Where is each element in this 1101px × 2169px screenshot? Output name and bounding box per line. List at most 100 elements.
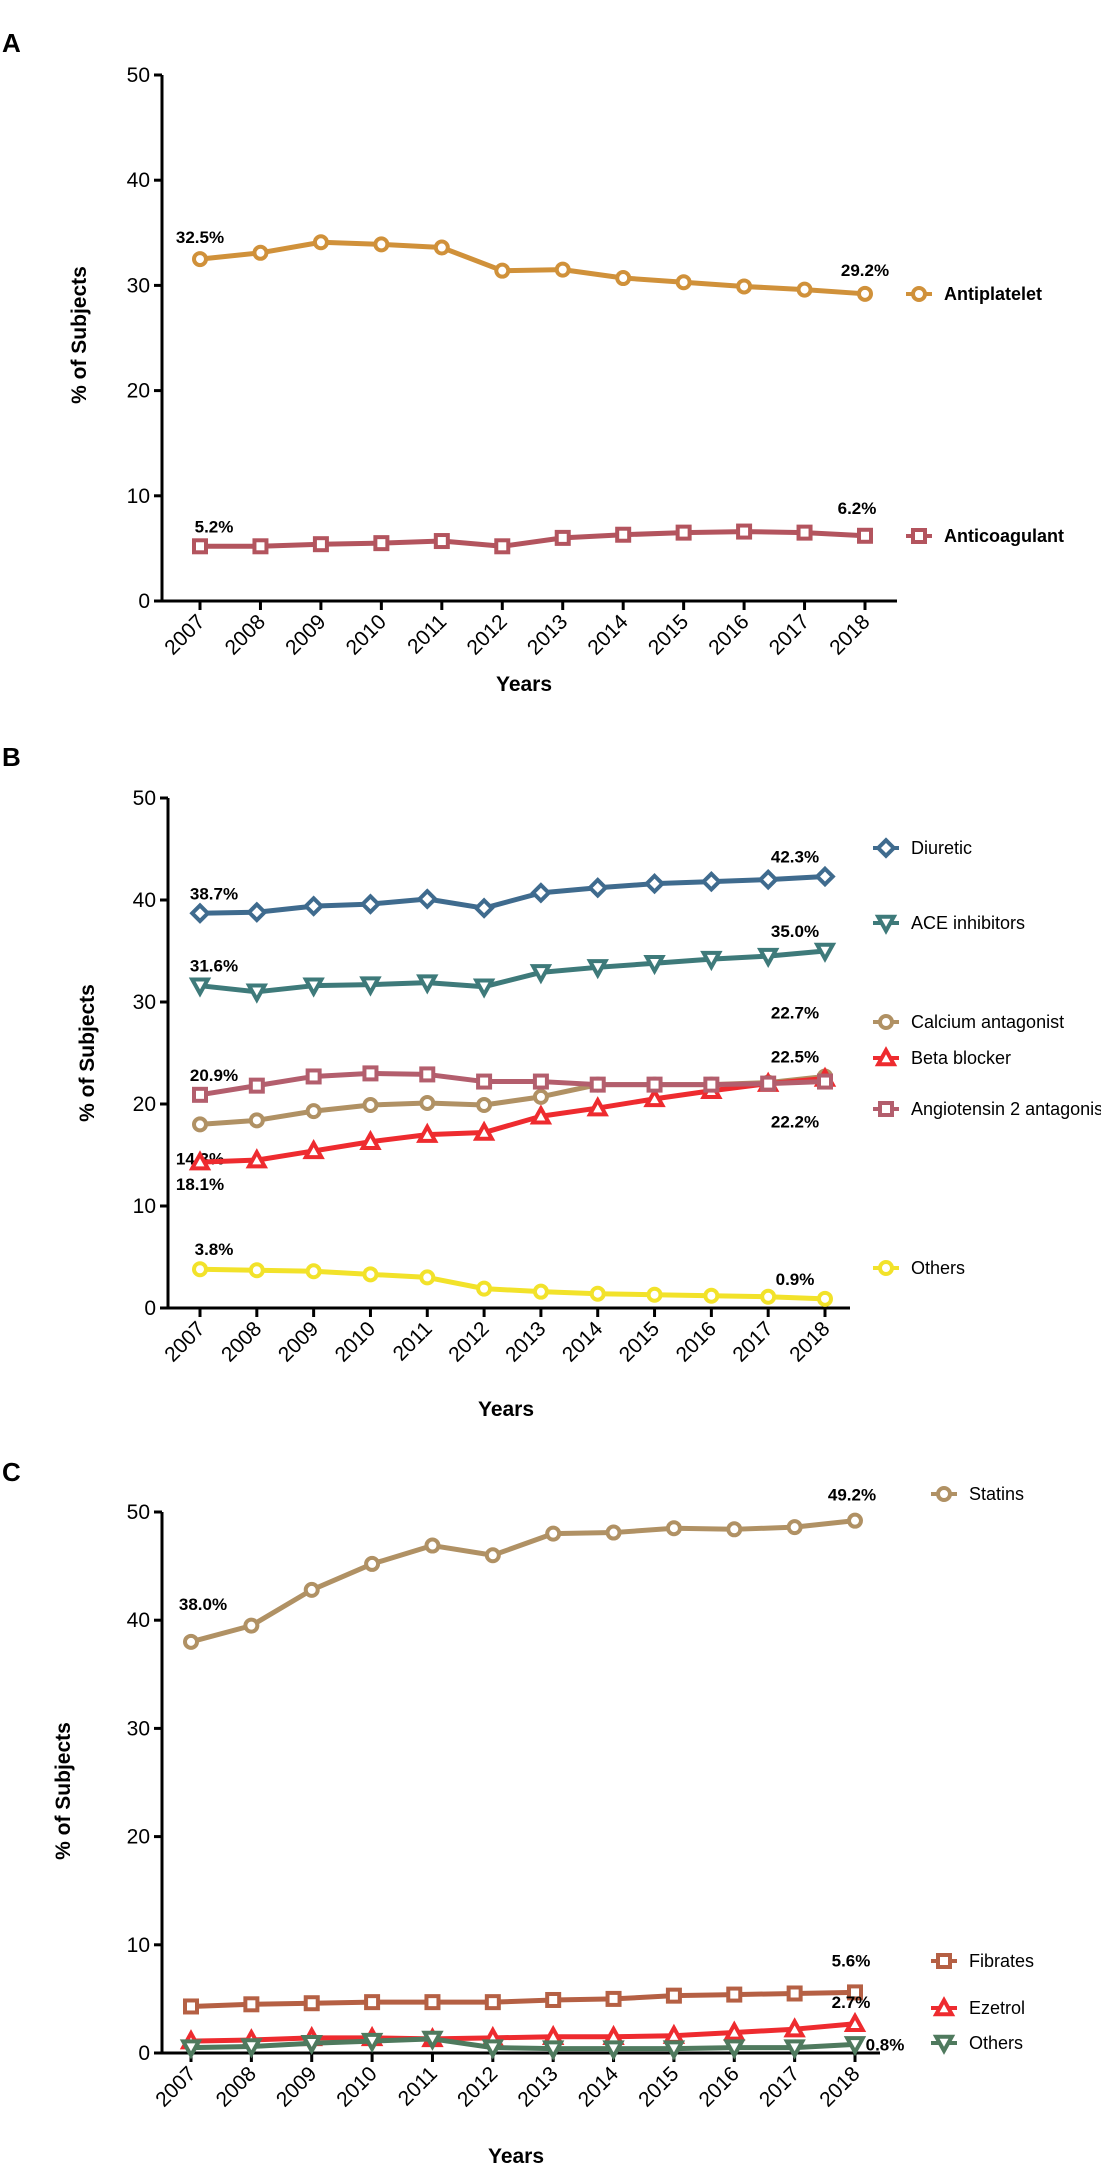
series-fibrates: 5.6%	[183, 1951, 870, 2015]
x-tick-label: 2018	[785, 1317, 834, 1366]
data-point	[312, 536, 329, 553]
data-point	[494, 262, 511, 279]
data-point	[484, 1547, 501, 1564]
data-point	[532, 1088, 549, 1105]
data-point	[364, 1555, 381, 1572]
x-tick-label: 2013	[523, 610, 572, 659]
legend-item: Ezetrol	[931, 1996, 1025, 2018]
data-point	[643, 873, 666, 895]
data-point	[252, 538, 269, 555]
data-point	[646, 1076, 663, 1093]
data-point	[589, 1285, 606, 1302]
data-label: 0.9%	[776, 1270, 815, 1289]
series-ace-inhibitors: 31.6% 35.0%	[188, 922, 837, 1004]
data-point	[675, 274, 692, 291]
data-point	[416, 888, 438, 910]
data-label: 29.2%	[841, 261, 889, 280]
legend-item: Others	[873, 1258, 965, 1278]
data-point	[192, 1086, 208, 1103]
legend-label: Statins	[969, 1484, 1024, 1504]
data-point	[183, 1998, 199, 2015]
data-point	[545, 1991, 562, 2008]
data-point	[783, 2039, 806, 2060]
data-point	[476, 1073, 493, 1090]
series-others: 3.8% 0.9%	[192, 1240, 833, 1307]
data-point	[179, 2039, 203, 2060]
y-tick-label: 0	[144, 1297, 156, 1320]
data-point	[188, 1150, 212, 1171]
legend-label: Others	[911, 1258, 965, 1278]
data-point	[360, 2032, 384, 2054]
data-point	[760, 1288, 777, 1305]
data-point	[419, 1269, 436, 1286]
data-point	[424, 1994, 441, 2011]
data-label: 35.0%	[771, 922, 819, 941]
data-point	[703, 1287, 720, 1304]
x-tick-label: 2015	[634, 2062, 683, 2111]
x-axis-title: Years	[488, 2145, 544, 2168]
data-label: 3.8%	[195, 1240, 234, 1259]
data-point	[662, 2040, 686, 2061]
data-point	[473, 897, 495, 919]
data-point	[736, 523, 753, 540]
data-point	[481, 2039, 505, 2060]
data-point	[359, 976, 382, 997]
panel-c: C 0 10 20 30 40 50 2007 2008 2009 2010 2011 2012 2013…	[2, 1457, 1034, 2168]
panel-b: B 0 10 20 30 40 50 2007 2008 2009 2010 2011 2012 2013…	[2, 742, 1101, 1421]
legend-item: ACE inhibitors	[873, 913, 1025, 935]
data-point	[188, 977, 212, 998]
data-point	[373, 236, 390, 253]
series-line	[199, 948, 826, 995]
x-tick-label: 2009	[281, 610, 330, 659]
x-tick-label: 2010	[332, 2062, 381, 2111]
legend-item: Calcium antagonist	[873, 1012, 1064, 1032]
legend-label: Diuretic	[911, 838, 972, 858]
data-point	[419, 1066, 436, 1083]
legend-marker	[875, 837, 897, 859]
x-tick-label: 2010	[331, 1317, 380, 1366]
x-tick-label: 2008	[221, 610, 270, 659]
series-line	[199, 874, 826, 916]
x-tick-label: 2015	[615, 1317, 664, 1366]
legend-label: Anticoagulant	[944, 526, 1064, 546]
data-point	[817, 1073, 833, 1090]
x-tick-label: 2016	[695, 2062, 744, 2111]
series-line	[199, 1266, 826, 1302]
legend-item: Statins	[931, 1484, 1024, 1504]
y-tick-label: 0	[138, 590, 150, 613]
x-tick-label: 2014	[583, 610, 633, 660]
y-tick-label: 50	[127, 64, 150, 87]
data-label: 49.2%	[828, 1486, 876, 1505]
data-point	[643, 955, 666, 976]
series-diuretic: 38.7% 42.3%	[189, 848, 836, 924]
y-axis-title: % of Subjects	[76, 984, 99, 1122]
data-point	[843, 2011, 867, 2033]
data-point	[245, 1148, 269, 1169]
x-tick-label: 2017	[755, 2062, 804, 2111]
series-line	[199, 1076, 826, 1165]
legend-marker	[911, 286, 927, 302]
data-point	[252, 244, 269, 261]
data-point	[359, 893, 382, 915]
data-point	[421, 2030, 444, 2051]
data-point	[665, 1987, 682, 2004]
data-point	[756, 947, 780, 969]
data-point	[857, 527, 873, 544]
data-point	[305, 1263, 322, 1280]
data-label: 38.7%	[190, 884, 238, 903]
y-tick-label: 50	[133, 787, 156, 810]
data-point	[373, 535, 390, 552]
data-point	[665, 1520, 682, 1537]
x-tick-label: 2007	[160, 610, 209, 659]
series-statins: 38.0% 49.2%	[179, 1486, 876, 1650]
data-point	[189, 902, 211, 924]
data-point	[586, 959, 609, 980]
y-tick-label: 20	[127, 1826, 150, 1849]
x-tick-label: 2013	[501, 1317, 550, 1366]
data-point	[476, 1280, 493, 1297]
series-line	[199, 1070, 826, 1098]
x-tick-label: 2016	[704, 610, 753, 659]
data-point	[529, 964, 553, 985]
series-line	[190, 2036, 856, 2052]
x-tick-label: 2012	[453, 2062, 502, 2111]
